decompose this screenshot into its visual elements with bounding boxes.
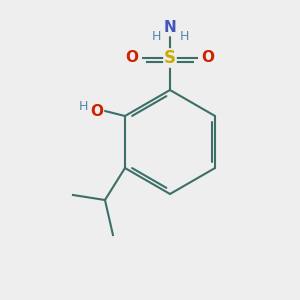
- Text: N: N: [164, 20, 176, 35]
- Text: H: H: [78, 100, 88, 112]
- Text: O: O: [125, 50, 139, 65]
- Text: O: O: [91, 103, 103, 118]
- Text: H: H: [179, 29, 189, 43]
- Text: O: O: [202, 50, 214, 65]
- Text: S: S: [164, 49, 176, 67]
- Text: H: H: [151, 29, 161, 43]
